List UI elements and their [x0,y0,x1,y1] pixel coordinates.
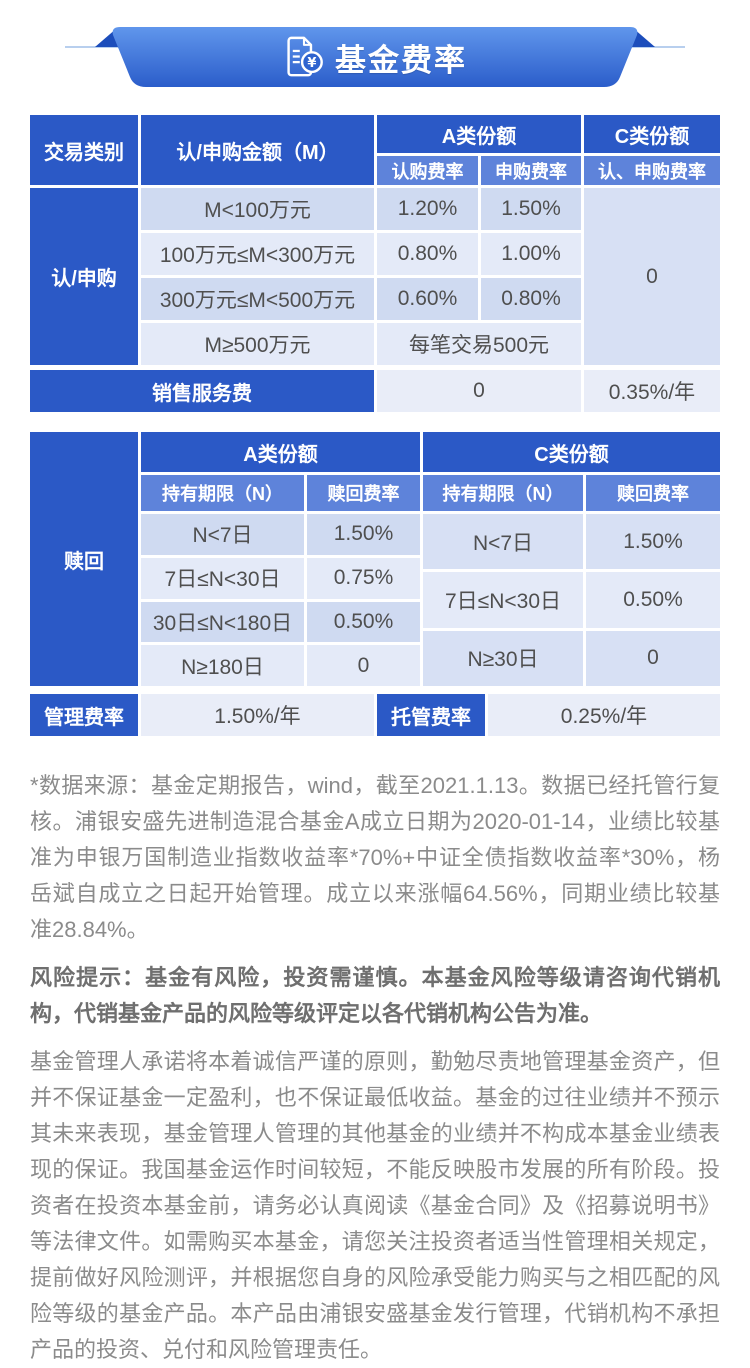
footer-notes: *数据来源：基金定期报告，wind，截至2021.1.13。数据已经托管行复核。… [30,768,720,1368]
sales-service-fee-row: 销售服务费 0 0.35%/年 [30,370,720,412]
management-fee-value: 1.50%/年 [141,694,374,737]
svg-text:¥: ¥ [307,56,316,71]
page-title: 基金费率 [335,42,467,78]
header-transaction-type: 交易类别 [30,115,138,185]
purchase-rate-cell: 1.50% [481,188,581,230]
subheader-subscription-rate: 认购费率 [377,156,478,185]
c-class-value-cell: 0 [584,188,720,365]
custody-fee-label: 托管费率 [377,694,485,737]
subscription-rate-cell: 0.60% [377,278,478,320]
subscription-rate-cell: 1.20% [377,188,478,230]
redemption-fee-table: 赎回 A类份额 C类份额 持有期限（N） 赎回费率 持有期限（N） 赎回费率 N… [30,432,720,687]
c-period-cell: 7日≤N<30日 [423,572,583,628]
subheader-c-period: 持有期限（N） [423,475,583,511]
a-period-cell: N≥180日 [141,645,304,687]
custody-fee-value: 0.25%/年 [488,694,720,737]
a-rate-cell: 0.75% [307,557,420,599]
subscription-rate-cell: 0.80% [377,233,478,275]
ribbon-banner-graphic [65,27,685,87]
subheader-a-period: 持有期限（N） [141,475,304,511]
purchase-rate-cell: 0.80% [481,278,581,320]
amount-tier-cell: 300万元≤M<500万元 [141,278,374,320]
subheader-a-rate: 赎回费率 [307,475,420,511]
document-yuan-icon: ¥ [287,36,323,77]
subheader-c-rate: 认、申购费率 [584,156,720,185]
c-rate-cell: 0.50% [586,572,720,628]
header-amount: 认/申购金额（M） [141,115,374,185]
flat-fee-cell: 每笔交易500元 [377,323,581,365]
banner: ¥ 基金费率 [0,26,750,88]
header-a-class: A类份额 [141,432,420,472]
purchase-rate-cell: 1.00% [481,233,581,275]
sales-service-fee-label: 销售服务费 [30,370,374,412]
management-custody-fee-row: 管理费率 1.50%/年 托管费率 0.25%/年 [30,694,720,737]
subheader-c-rate: 赎回费率 [586,475,720,511]
subscription-fee-table: 交易类别 认/申购金额（M） A类份额 C类份额 认购费率 申购费率 认、申购费… [30,115,720,365]
group-label-redemption: 赎回 [30,432,138,687]
ribbon-body [112,27,638,87]
amount-tier-cell: M≥500万元 [141,323,374,365]
a-period-cell: 7日≤N<30日 [141,557,304,599]
fund-fee-page: ¥ 基金费率 交易类别 认/申购金额（M） A类份额 C类份额 认购费率 申购费… [0,26,750,1368]
main-content: 交易类别 认/申购金额（M） A类份额 C类份额 认购费率 申购费率 认、申购费… [30,115,720,1368]
header-a-class: A类份额 [377,115,581,153]
header-c-class: C类份额 [423,432,720,472]
disclaimer-text: 基金管理人承诺将本着诚信严谨的原则，勤勉尽责地管理基金资产，但并不保证基金一定盈… [30,1049,720,1363]
a-period-cell: N<7日 [141,514,304,555]
sales-service-fee-c-value: 0.35%/年 [584,370,720,412]
risk-warning: 风险提示：基金有风险，投资需谨慎。本基金风险等级请咨询代销机构，代销基金产品的风… [30,965,720,1027]
amount-tier-cell: M<100万元 [141,188,374,230]
header-c-class: C类份额 [584,115,720,153]
a-rate-cell: 1.50% [307,514,420,555]
data-source-note: *数据来源：基金定期报告，wind，截至2021.1.13。数据已经托管行复核。… [30,773,720,943]
amount-tier-cell: 100万元≤M<300万元 [141,233,374,275]
a-rate-cell: 0.50% [307,601,420,643]
c-rate-cell: 1.50% [586,514,720,570]
a-period-cell: 30日≤N<180日 [141,601,304,643]
subheader-purchase-rate: 申购费率 [481,156,581,185]
a-rate-cell: 0 [307,645,420,687]
group-label-subscription: 认/申购 [30,188,138,365]
c-rate-cell: 0 [586,630,720,687]
sales-service-fee-a-value: 0 [377,370,581,412]
c-period-cell: N<7日 [423,514,583,570]
banner-content: ¥ 基金费率 [0,26,750,88]
management-fee-label: 管理费率 [30,694,138,737]
c-period-cell: N≥30日 [423,630,583,687]
